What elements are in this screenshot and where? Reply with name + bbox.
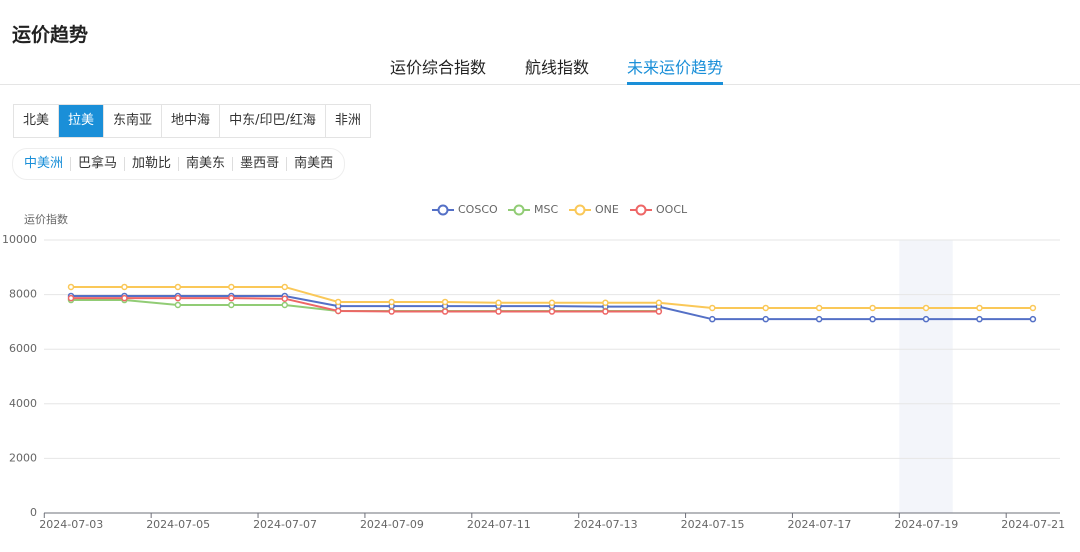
- data-point: [976, 304, 983, 312]
- x-tick-label: 2024-07-05: [146, 518, 210, 531]
- y-axis-label: 运价指数: [24, 212, 68, 226]
- legend-label: MSC: [534, 203, 558, 216]
- legend-label: ONE: [595, 203, 619, 216]
- x-tick-label: 2024-07-11: [467, 518, 531, 531]
- data-point: [869, 304, 876, 312]
- data-point: [441, 308, 449, 315]
- legend-label: COSCO: [458, 203, 498, 216]
- data-point: [281, 301, 289, 309]
- x-tick-label: 2024-07-07: [253, 518, 317, 531]
- data-point: [334, 298, 342, 306]
- data-point: [334, 307, 342, 315]
- y-tick-label: 4000: [9, 397, 37, 410]
- legend-marker: [437, 204, 449, 216]
- y-tick-label: 8000: [9, 288, 37, 301]
- region-filter: 北美 拉美 东南亚 地中海 中东/印巴/红海 非洲: [13, 104, 371, 138]
- hover-band: [899, 240, 953, 513]
- tab-bar: 运价综合指数 航线指数 未来运价趋势: [0, 54, 1080, 85]
- legend-marker: [513, 204, 525, 216]
- y-tick-label: 6000: [9, 342, 37, 355]
- data-point: [548, 299, 556, 307]
- series-line: [71, 297, 659, 313]
- data-point: [121, 294, 128, 302]
- data-point: [815, 304, 823, 312]
- data-point: [495, 299, 502, 307]
- data-point: [815, 315, 823, 323]
- data-point: [121, 283, 128, 291]
- y-tick-label: 2000: [9, 451, 37, 464]
- data-point: [762, 304, 769, 312]
- data-point: [922, 315, 930, 323]
- data-point: [388, 308, 395, 315]
- data-point: [228, 283, 235, 291]
- legend-label: OOCL: [656, 203, 688, 216]
- data-point: [228, 294, 235, 302]
- data-point: [709, 315, 716, 323]
- x-tick-label: 2024-07-19: [894, 518, 958, 531]
- subregion-button[interactable]: 墨西哥: [233, 157, 288, 171]
- data-point: [67, 294, 75, 302]
- subregion-button[interactable]: 巴拿马: [71, 157, 126, 171]
- legend-marker: [635, 204, 647, 216]
- data-point: [869, 315, 876, 323]
- data-point: [762, 315, 769, 323]
- data-point: [602, 308, 609, 315]
- data-point: [495, 308, 502, 315]
- y-tick-label: 0: [30, 506, 37, 519]
- data-point: [174, 283, 182, 291]
- data-point: [388, 298, 395, 306]
- subregion-button[interactable]: 南美东: [179, 157, 234, 171]
- x-tick-label: 2024-07-17: [787, 518, 851, 531]
- tab[interactable]: 运价综合指数: [390, 58, 487, 77]
- data-point: [174, 301, 182, 309]
- page-title: 运价趋势: [12, 24, 89, 46]
- data-point: [1029, 315, 1037, 323]
- x-tick-label: 2024-07-21: [1001, 518, 1065, 531]
- subregion-button[interactable]: 加勒比: [125, 157, 180, 171]
- region-button[interactable]: 北美: [14, 105, 60, 137]
- subregion-filter: 中美洲 巴拿马 加勒比 南美东 墨西哥 南美西: [12, 148, 346, 180]
- data-point: [602, 299, 609, 307]
- data-point: [548, 308, 556, 315]
- data-point: [441, 298, 449, 306]
- tab[interactable]: 未来运价趋势: [627, 54, 724, 85]
- data-point: [655, 299, 663, 307]
- subregion-button[interactable]: 中美洲: [17, 157, 72, 171]
- chart: 0 2000 4000 6000 8000 10000 运价指数 2024-07-03 2024…: [2, 203, 1065, 531]
- data-point: [228, 301, 235, 309]
- x-tick-label: 2024-07-15: [681, 518, 745, 531]
- subregion-button[interactable]: 南美西: [294, 156, 334, 171]
- data-point: [976, 315, 983, 323]
- data-point: [655, 308, 663, 315]
- data-point: [281, 283, 289, 291]
- x-tick-label: 2024-07-03: [39, 518, 103, 531]
- data-point: [1029, 304, 1037, 312]
- data-point: [922, 304, 930, 312]
- region-button[interactable]: 非洲: [334, 113, 361, 128]
- y-tick-label: 10000: [2, 233, 37, 246]
- data-point: [709, 304, 716, 312]
- x-tick-label: 2024-07-09: [360, 518, 424, 531]
- data-point: [174, 294, 182, 302]
- region-button[interactable]: 东南亚: [104, 105, 163, 137]
- x-tick-label: 2024-07-13: [574, 518, 638, 531]
- tab[interactable]: 航线指数: [525, 58, 590, 77]
- region-button[interactable]: 地中海: [162, 105, 221, 137]
- region-button[interactable]: 中东/印巴/红海: [220, 105, 326, 137]
- region-button[interactable]: 拉美: [59, 105, 105, 137]
- legend-marker: [574, 204, 586, 216]
- data-point: [67, 283, 75, 291]
- data-point: [281, 295, 289, 302]
